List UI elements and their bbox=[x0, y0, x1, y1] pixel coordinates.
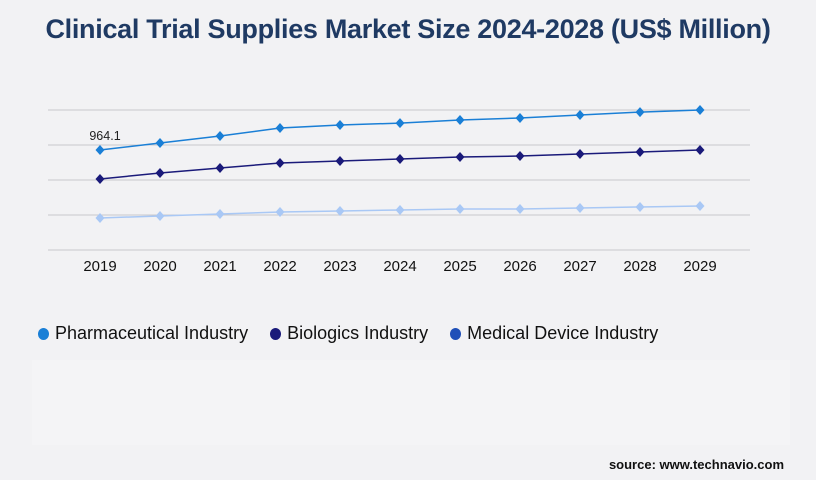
data-point bbox=[215, 162, 225, 173]
data-point bbox=[335, 206, 345, 217]
x-tick-label: 2026 bbox=[503, 258, 536, 275]
data-point bbox=[395, 154, 405, 165]
data-point bbox=[515, 112, 525, 123]
x-tick-label: 2024 bbox=[383, 258, 416, 275]
x-tick-label: 2019 bbox=[83, 258, 116, 275]
legend-marker-icon bbox=[450, 327, 462, 340]
legend-marker-icon bbox=[38, 327, 49, 340]
x-tick-label: 2021 bbox=[203, 258, 236, 275]
data-point bbox=[215, 209, 225, 220]
data-point bbox=[155, 137, 165, 148]
data-point bbox=[335, 156, 345, 167]
data-point bbox=[275, 207, 285, 218]
legend-marker-icon bbox=[270, 327, 282, 340]
data-point bbox=[695, 105, 705, 115]
data-point bbox=[335, 120, 345, 131]
data-label: 964.1 bbox=[89, 129, 120, 143]
data-point bbox=[635, 201, 645, 212]
data-point bbox=[635, 147, 645, 157]
data-point bbox=[455, 151, 465, 162]
data-point bbox=[515, 204, 525, 215]
data-point bbox=[575, 109, 585, 120]
legend-item-biologics: Biologics Industry bbox=[270, 323, 428, 344]
chart-title: Clinical Trial Supplies Market Size 2024… bbox=[45, 14, 771, 44]
data-point bbox=[95, 212, 105, 223]
x-tick-label: 2023 bbox=[323, 258, 356, 275]
x-tick-label: 2022 bbox=[263, 258, 296, 275]
data-point bbox=[155, 168, 165, 179]
x-tick-label: 2029 bbox=[683, 258, 716, 275]
source-text: source: www.technavio.com bbox=[608, 457, 784, 472]
data-point bbox=[695, 201, 705, 212]
data-point bbox=[695, 145, 705, 156]
data-point bbox=[455, 204, 465, 215]
x-tick-label: 2025 bbox=[443, 258, 476, 275]
data-point bbox=[215, 131, 225, 142]
data-point bbox=[515, 151, 525, 162]
legend: Pharmaceutical Industry Biologics Indust… bbox=[38, 323, 658, 344]
data-point bbox=[155, 210, 165, 221]
data-point bbox=[275, 157, 285, 168]
legend-label: Pharmaceutical Industry bbox=[55, 323, 249, 343]
data-point bbox=[395, 118, 405, 129]
x-tick-label: 2020 bbox=[143, 258, 176, 275]
legend-label: Medical Device Industry bbox=[467, 323, 659, 343]
legend-label: Biologics Industry bbox=[287, 323, 429, 343]
series-line bbox=[99, 109, 701, 151]
line-chart: 2019 2020 2021 2022 2023 2024 2025 2026 2027 2028… bbox=[48, 105, 750, 275]
data-point bbox=[575, 148, 585, 159]
data-point bbox=[455, 115, 465, 126]
data-point bbox=[575, 203, 585, 213]
data-point bbox=[95, 173, 105, 184]
legend-item-medical-device: Medical Device Industry bbox=[450, 323, 658, 344]
lower-panel bbox=[32, 360, 790, 445]
legend-item-pharmaceutical: Pharmaceutical Industry bbox=[38, 323, 248, 344]
x-tick-label: 2028 bbox=[623, 258, 656, 275]
data-point bbox=[395, 204, 405, 215]
data-point bbox=[275, 123, 285, 134]
x-tick-label: 2027 bbox=[563, 258, 596, 275]
data-point bbox=[95, 145, 105, 156]
data-point bbox=[635, 107, 645, 118]
